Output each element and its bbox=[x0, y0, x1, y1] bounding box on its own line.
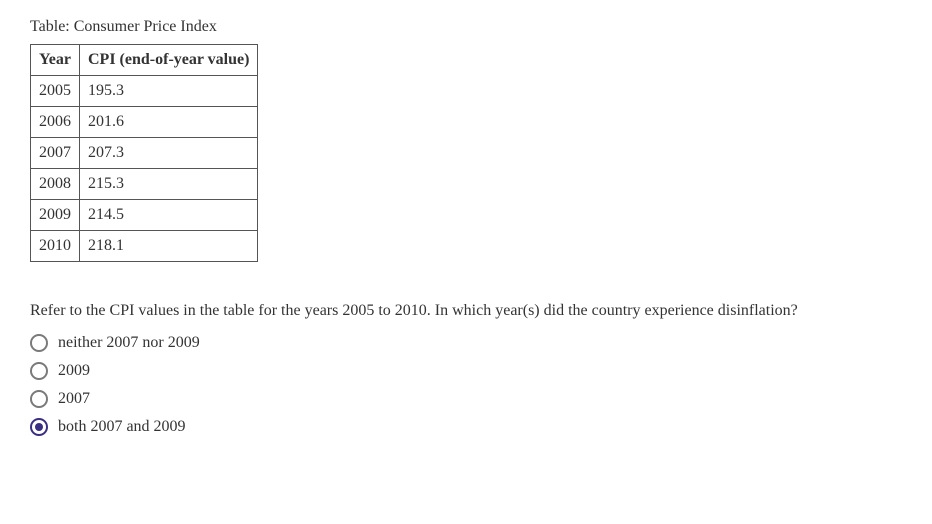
cell-cpi: 214.5 bbox=[80, 200, 258, 231]
cell-cpi: 201.6 bbox=[80, 107, 258, 138]
option-2[interactable]: 2009 bbox=[30, 362, 914, 380]
radio-icon[interactable] bbox=[30, 334, 48, 352]
option-label: neither 2007 nor 2009 bbox=[58, 334, 200, 352]
option-4[interactable]: both 2007 and 2009 bbox=[30, 418, 914, 436]
cell-year: 2010 bbox=[31, 231, 80, 262]
option-label: 2007 bbox=[58, 390, 90, 408]
option-label: 2009 bbox=[58, 362, 90, 380]
cell-cpi: 218.1 bbox=[80, 231, 258, 262]
cell-year: 2007 bbox=[31, 138, 80, 169]
radio-icon[interactable] bbox=[30, 362, 48, 380]
cell-year: 2009 bbox=[31, 200, 80, 231]
question-text: Refer to the CPI values in the table for… bbox=[30, 302, 914, 320]
cell-cpi: 195.3 bbox=[80, 76, 258, 107]
cell-cpi: 215.3 bbox=[80, 169, 258, 200]
radio-icon[interactable] bbox=[30, 390, 48, 408]
col-header-cpi: CPI (end-of-year value) bbox=[80, 45, 258, 76]
table-header-row: Year CPI (end-of-year value) bbox=[31, 45, 258, 76]
option-3[interactable]: 2007 bbox=[30, 390, 914, 408]
option-1[interactable]: neither 2007 nor 2009 bbox=[30, 334, 914, 352]
radio-icon[interactable] bbox=[30, 418, 48, 436]
cell-year: 2005 bbox=[31, 76, 80, 107]
table-row: 2009 214.5 bbox=[31, 200, 258, 231]
question-block: Table: Consumer Price Index Year CPI (en… bbox=[0, 0, 932, 454]
table-row: 2006 201.6 bbox=[31, 107, 258, 138]
table-row: 2005 195.3 bbox=[31, 76, 258, 107]
cell-year: 2008 bbox=[31, 169, 80, 200]
table-caption: Table: Consumer Price Index bbox=[30, 18, 914, 36]
cell-cpi: 207.3 bbox=[80, 138, 258, 169]
table-row: 2008 215.3 bbox=[31, 169, 258, 200]
cpi-table: Year CPI (end-of-year value) 2005 195.3 … bbox=[30, 44, 258, 262]
radio-dot bbox=[35, 423, 43, 431]
col-header-year: Year bbox=[31, 45, 80, 76]
option-label: both 2007 and 2009 bbox=[58, 418, 186, 436]
options-group: neither 2007 nor 2009 2009 2007 both 200… bbox=[30, 334, 914, 436]
table-row: 2010 218.1 bbox=[31, 231, 258, 262]
table-row: 2007 207.3 bbox=[31, 138, 258, 169]
cell-year: 2006 bbox=[31, 107, 80, 138]
